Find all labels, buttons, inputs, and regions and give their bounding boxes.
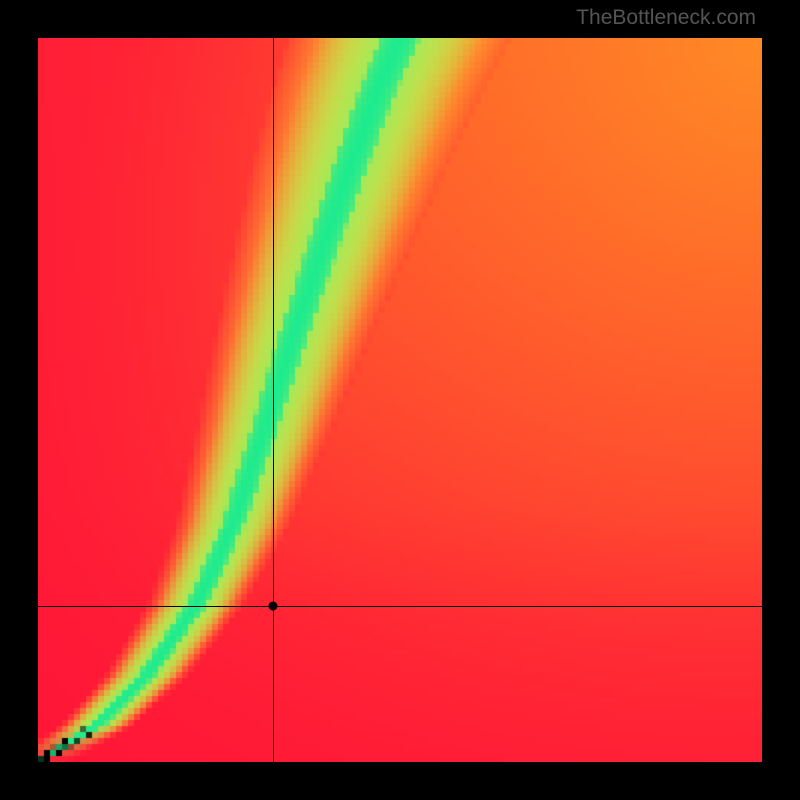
crosshair-horizontal bbox=[38, 606, 762, 607]
watermark-text: TheBottleneck.com bbox=[576, 6, 756, 30]
crosshair-vertical bbox=[273, 38, 274, 762]
heatmap-area bbox=[38, 38, 762, 762]
crosshair-dot bbox=[269, 602, 278, 611]
heatmap-canvas bbox=[38, 38, 762, 762]
